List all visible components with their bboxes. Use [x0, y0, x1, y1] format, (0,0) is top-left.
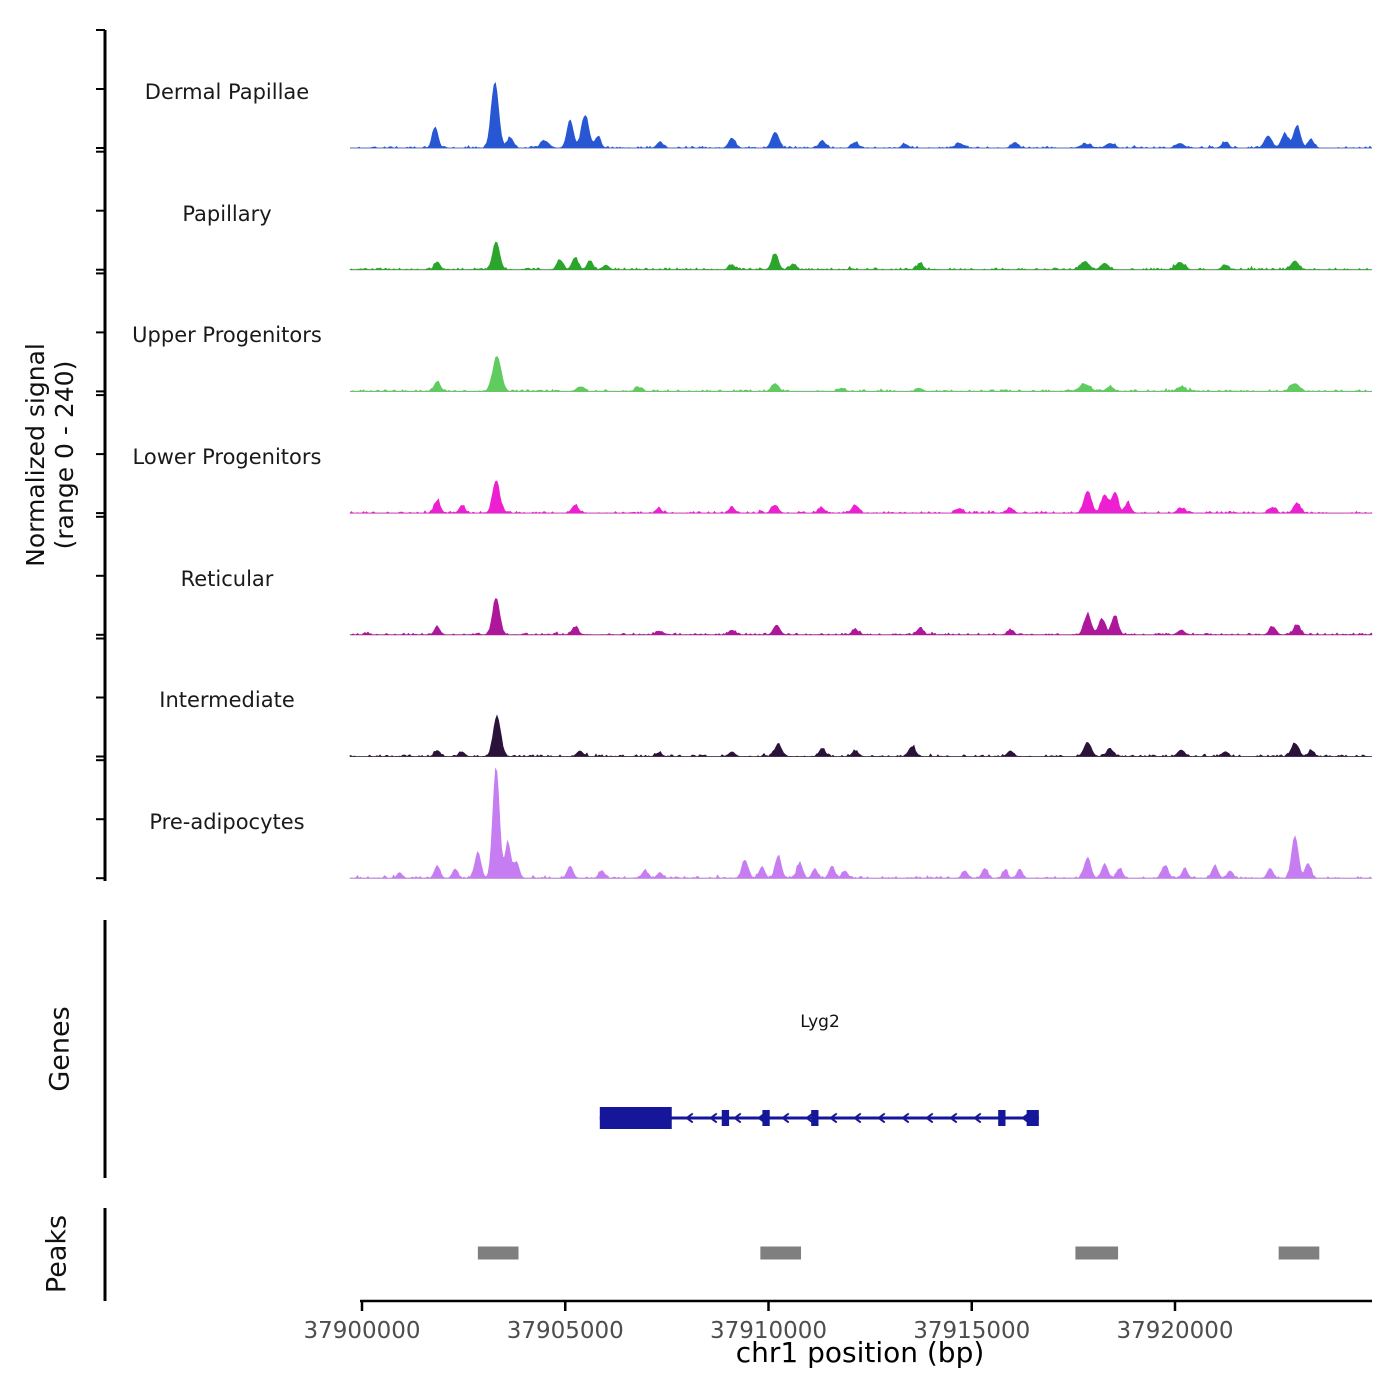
gene-exon-box	[1026, 1110, 1039, 1126]
signal-track-intermediate	[349, 714, 1372, 757]
signal-track-papillary	[348, 241, 1372, 271]
track-label-papillary: Papillary	[182, 202, 272, 226]
gene-strand-arrow	[805, 1112, 814, 1124]
y-axis-label-line1: Normalized signal	[21, 343, 50, 567]
gene-exon-box	[721, 1110, 730, 1126]
peak-call-rect	[477, 1246, 519, 1260]
track-label-upper-progenitors: Upper Progenitors	[132, 323, 322, 347]
track-label-lower-progenitors: Lower Progenitors	[132, 445, 322, 469]
gene-strand-arrow	[997, 1112, 1006, 1124]
gene-strand-arrow	[829, 1112, 838, 1124]
gene-exon-box	[762, 1110, 770, 1126]
gene-strand-arrow	[709, 1112, 718, 1124]
gene-strand-arrow	[781, 1112, 790, 1124]
track-label-reticular: Reticular	[180, 567, 274, 591]
signal-track-dermal-papillae	[350, 81, 1372, 149]
peak-call-rect	[1278, 1246, 1320, 1260]
signal-track-reticular	[350, 598, 1373, 636]
track-label-pre-adipocytes: Pre-adipocytes	[149, 810, 305, 834]
x-tick-label: 37920000	[1116, 1318, 1233, 1344]
gene-strand-arrow	[973, 1112, 982, 1124]
gene-strand-arrow	[925, 1112, 934, 1124]
gene-strand-arrow	[901, 1112, 910, 1124]
signal-track-lower-progenitors	[349, 480, 1373, 514]
gene-strand-arrow	[685, 1112, 694, 1124]
gene-strand-arrow	[949, 1112, 958, 1124]
y-axis-label: Normalized signal (range 0 - 240)	[21, 343, 79, 567]
genes-section-label: Genes	[44, 1006, 76, 1092]
x-axis-title: chr1 position (bp)	[735, 1336, 985, 1369]
gene-exon-box	[998, 1110, 1006, 1126]
x-tick-label: 37905000	[507, 1318, 624, 1344]
y-axis-label-line2: (range 0 - 240)	[50, 360, 79, 550]
gene-strand-arrow	[877, 1112, 886, 1124]
x-tick-label: 37900000	[303, 1318, 420, 1344]
gene-name-label: Lyg2	[800, 1012, 840, 1032]
x-tick-label: 37915000	[913, 1318, 1030, 1344]
gene-strand-arrow	[853, 1112, 862, 1124]
track-label-intermediate: Intermediate	[159, 688, 295, 712]
track-label-dermal-papillae: Dermal Papillae	[144, 80, 310, 104]
gene-utr-box	[599, 1107, 672, 1129]
gene-strand-arrow	[733, 1112, 742, 1124]
gene-strand-arrow	[757, 1112, 766, 1124]
peak-call-rect	[1075, 1246, 1119, 1260]
x-tick-label: 37910000	[710, 1318, 827, 1344]
gene-strand-arrow	[1021, 1112, 1030, 1124]
peaks-section-label: Peaks	[41, 1214, 73, 1294]
gene-exon-box	[811, 1110, 819, 1126]
signal-track-pre-adipocytes	[349, 768, 1372, 879]
signal-track-upper-progenitors	[350, 355, 1373, 392]
peak-call-rect	[760, 1246, 802, 1260]
